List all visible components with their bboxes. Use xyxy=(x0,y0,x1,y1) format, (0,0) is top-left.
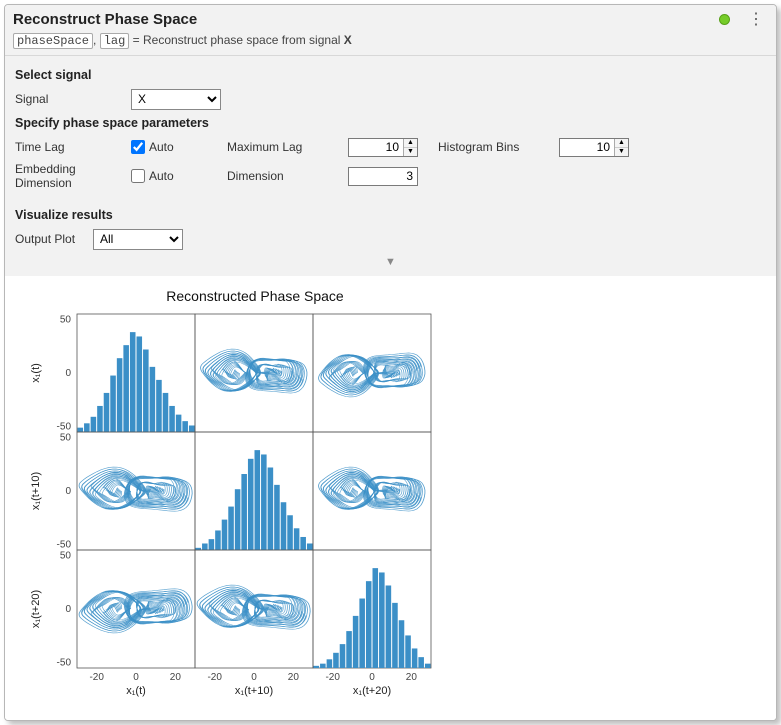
svg-text:x₁(t+20): x₁(t+20) xyxy=(30,590,42,628)
syntax-output-2: lag xyxy=(100,33,130,49)
dimension-label: Dimension xyxy=(227,169,312,183)
output-plot-label: Output Plot xyxy=(15,232,87,246)
hist-bins-up-icon[interactable]: ▲ xyxy=(615,139,628,148)
panel-header: Reconstruct Phase Space ⋮ phaseSpace, la… xyxy=(5,5,776,56)
hist-bins-label: Histogram Bins xyxy=(438,140,523,154)
svg-text:50: 50 xyxy=(60,432,72,443)
output-plot-select[interactable]: All xyxy=(93,229,183,250)
dimension-input[interactable] xyxy=(349,168,417,185)
svg-text:-50: -50 xyxy=(57,422,72,433)
svg-text:-20: -20 xyxy=(325,672,340,683)
time-lag-label: Time Lag xyxy=(15,140,125,154)
max-lag-up-icon[interactable]: ▲ xyxy=(404,139,417,148)
syntax-signal-name: X xyxy=(344,33,352,47)
section-select-signal: Select signal xyxy=(15,68,766,82)
svg-text:50: 50 xyxy=(60,550,72,561)
svg-text:x₁(t): x₁(t) xyxy=(126,685,146,697)
dimension-input-wrap[interactable] xyxy=(348,167,418,186)
svg-text:20: 20 xyxy=(288,672,300,683)
time-lag-auto-checkbox[interactable]: Auto xyxy=(131,140,201,154)
svg-text:0: 0 xyxy=(251,672,257,683)
embed-dim-auto-input[interactable] xyxy=(131,169,145,183)
syntax-description: = Reconstruct phase space from signal xyxy=(133,33,344,47)
plot-area: Reconstructed Phase Space -50050x₁(t)-50… xyxy=(5,276,776,720)
collapse-toggle-icon[interactable]: ▼ xyxy=(15,254,766,272)
parameters-form: Select signal Signal X Specify phase spa… xyxy=(5,56,776,276)
syntax-hint: phaseSpace, lag = Reconstruct phase spac… xyxy=(13,33,768,49)
menu-icon[interactable]: ⋮ xyxy=(744,9,768,29)
plot-title: Reconstructed Phase Space xyxy=(75,288,435,304)
svg-text:-50: -50 xyxy=(57,658,72,669)
svg-text:-50: -50 xyxy=(57,540,72,551)
svg-text:x₁(t+10): x₁(t+10) xyxy=(30,472,42,510)
time-lag-auto-input[interactable] xyxy=(131,140,145,154)
section-visualize: Visualize results xyxy=(15,208,766,222)
max-lag-spinner[interactable]: ▲ ▼ xyxy=(348,138,418,157)
svg-text:50: 50 xyxy=(60,314,72,325)
signal-label: Signal xyxy=(15,92,125,106)
svg-text:0: 0 xyxy=(369,672,375,683)
syntax-output-1: phaseSpace xyxy=(13,33,93,49)
time-lag-auto-text: Auto xyxy=(149,140,174,154)
panel-title: Reconstruct Phase Space xyxy=(13,11,719,28)
svg-text:20: 20 xyxy=(406,672,418,683)
embed-dim-auto-text: Auto xyxy=(149,169,174,183)
svg-text:x₁(t+20): x₁(t+20) xyxy=(353,685,391,697)
section-specify-params: Specify phase space parameters xyxy=(15,116,766,130)
svg-text:0: 0 xyxy=(65,604,71,615)
max-lag-input[interactable] xyxy=(349,139,403,156)
signal-select[interactable]: X xyxy=(131,89,221,110)
phase-space-panel: Reconstruct Phase Space ⋮ phaseSpace, la… xyxy=(4,4,777,721)
status-indicator-icon xyxy=(719,14,730,25)
max-lag-label: Maximum Lag xyxy=(227,140,312,154)
embed-dim-auto-checkbox[interactable]: Auto xyxy=(131,169,201,183)
svg-text:0: 0 xyxy=(65,368,71,379)
svg-text:x₁(t): x₁(t) xyxy=(30,363,42,383)
svg-text:x₁(t+10): x₁(t+10) xyxy=(235,685,273,697)
hist-bins-down-icon[interactable]: ▼ xyxy=(615,148,628,156)
max-lag-down-icon[interactable]: ▼ xyxy=(404,148,417,156)
scatter-matrix-chart: -50 0 50 x₁(t) -50 0 50 x₁(t+10) -50 0 50 x₁(t+20) -… xyxy=(15,308,475,708)
svg-text:-20: -20 xyxy=(89,672,104,683)
svg-text:-20: -20 xyxy=(207,672,222,683)
embed-dim-label: Embedding Dimension xyxy=(15,162,125,190)
svg-text:20: 20 xyxy=(170,672,182,683)
hist-bins-input[interactable] xyxy=(560,139,614,156)
hist-bins-spinner[interactable]: ▲ ▼ xyxy=(559,138,629,157)
svg-text:0: 0 xyxy=(65,486,71,497)
svg-text:0: 0 xyxy=(133,672,139,683)
